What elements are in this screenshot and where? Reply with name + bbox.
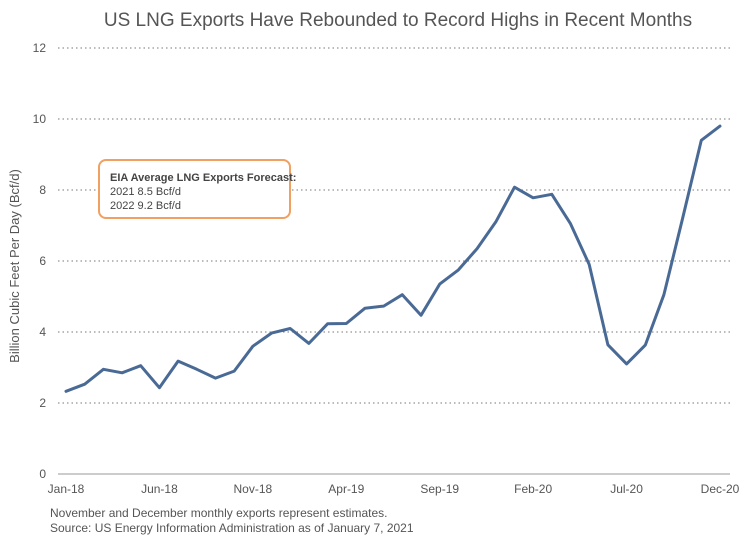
y-tick-label: 6	[39, 254, 46, 268]
line-chart: US LNG Exports Have Rebounded to Record …	[7, 10, 740, 496]
callout-line-2022: 2022 9.2 Bcf/d	[110, 200, 181, 212]
y-tick-label: 0	[39, 467, 46, 481]
chart-title: US LNG Exports Have Rebounded to Record …	[104, 10, 692, 31]
x-tick-labels: Jan-18 Jun-18 Nov-18 Apr-19 Sep-19 Feb-20 Jul-…	[48, 482, 740, 496]
forecast-callout: EIA Average LNG Exports Forecast: 2021 8…	[98, 159, 296, 219]
x-tick-label: Jun-18	[141, 482, 178, 496]
callout-box	[98, 159, 291, 219]
x-tick-label: Jul-20	[610, 482, 643, 496]
grid-layer	[58, 47, 730, 475]
callout-heading: EIA Average LNG Exports Forecast:	[110, 172, 296, 184]
y-tick-label: 4	[39, 325, 46, 339]
footnote-source: Source: US Energy Information Administra…	[50, 521, 414, 535]
x-tick-label: Dec-20	[701, 482, 740, 496]
series-layer	[64, 124, 722, 393]
y-axis-label: Billion Cubic Feet Per Day (Bcf/d)	[7, 169, 22, 363]
x-tick-label: Sep-19	[420, 482, 459, 496]
y-tick-label: 2	[39, 396, 46, 410]
x-tick-label: Feb-20	[514, 482, 552, 496]
y-tick-label: 12	[33, 41, 47, 55]
footnote-estimates: November and December monthly exports re…	[50, 506, 388, 520]
callout-line-2021: 2021 8.5 Bcf/d	[110, 186, 181, 198]
series-line	[64, 124, 722, 393]
y-tick-labels: 0 2 4 6 8 10 12	[33, 41, 47, 481]
x-tick-label: Apr-19	[328, 482, 364, 496]
x-tick-label: Nov-18	[234, 482, 273, 496]
x-tick-label: Jan-18	[48, 482, 85, 496]
y-tick-label: 8	[39, 183, 46, 197]
y-tick-label: 10	[33, 112, 47, 126]
